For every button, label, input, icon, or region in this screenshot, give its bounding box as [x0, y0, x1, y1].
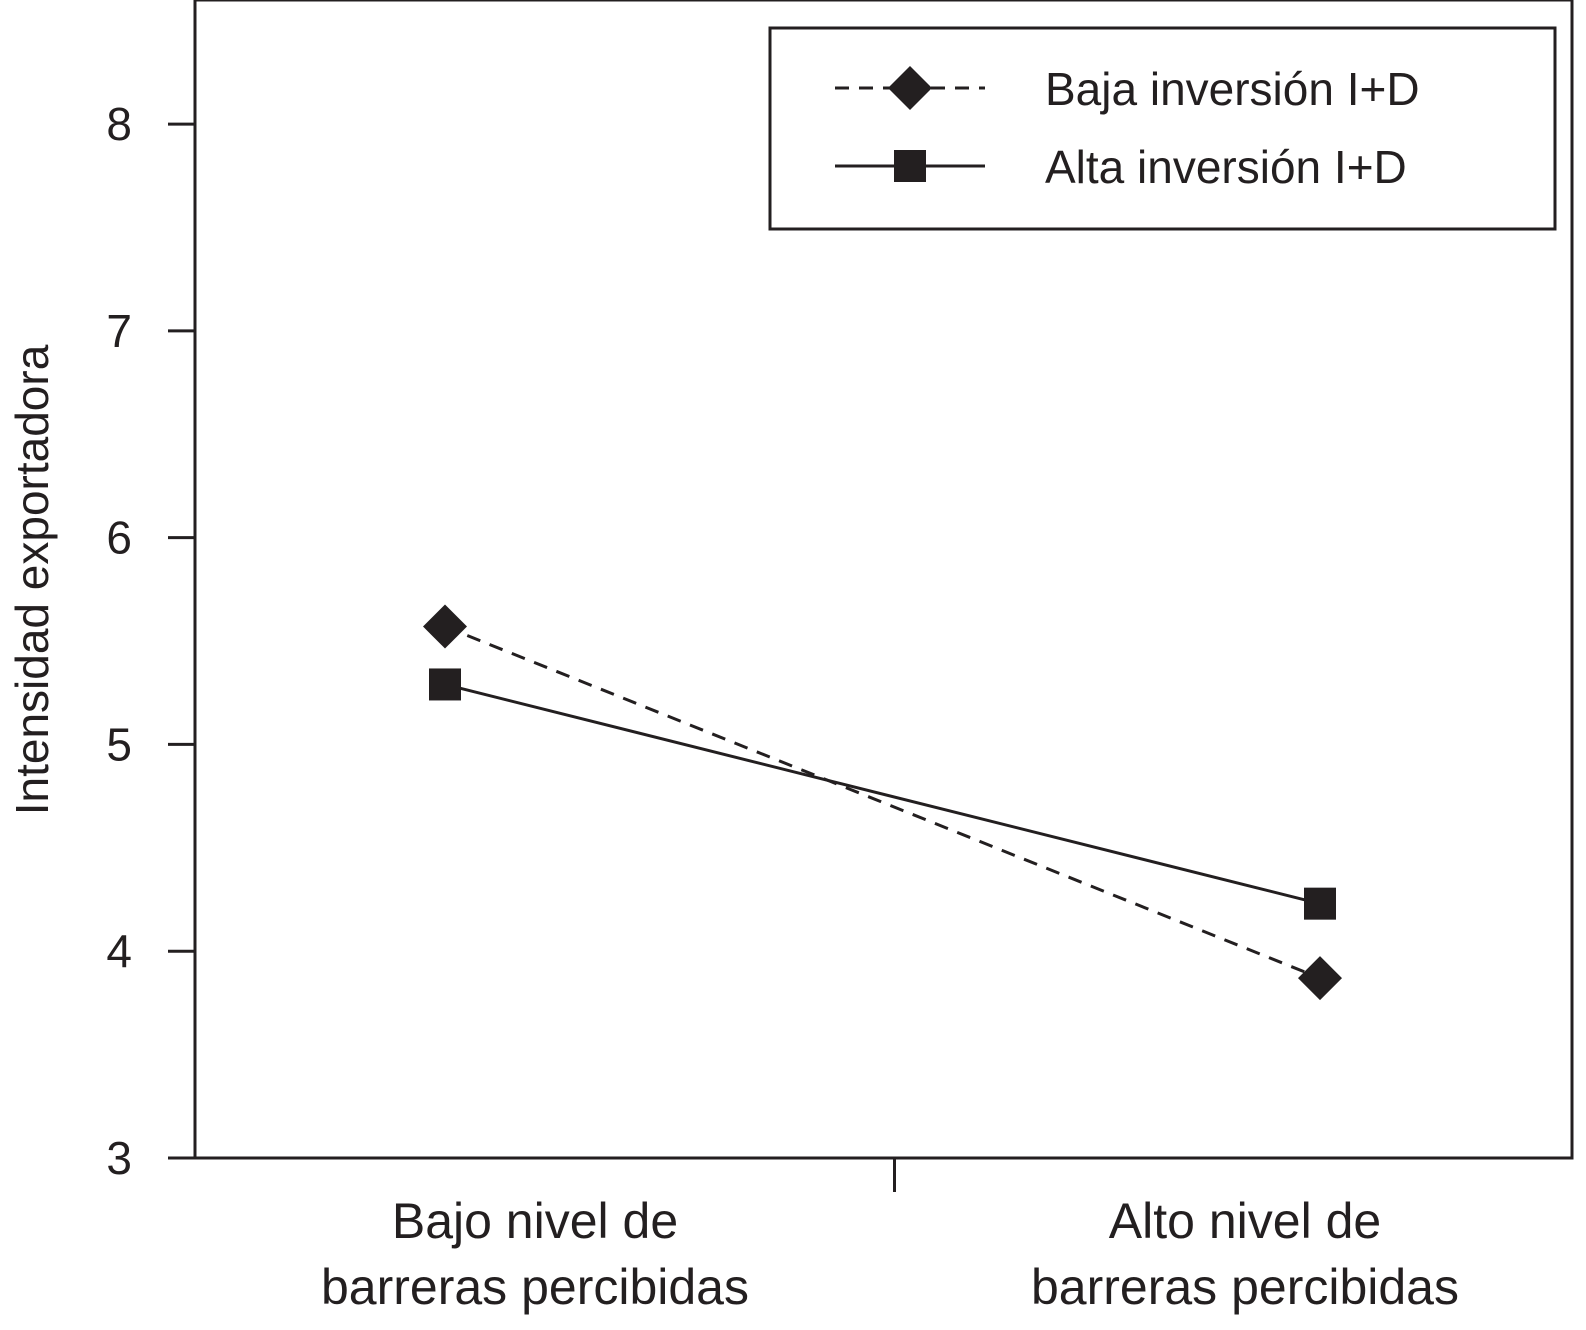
x-tick-label: Alto nivel de: [1109, 1193, 1381, 1249]
legend-label: Alta inversión I+D: [1045, 141, 1407, 193]
legend-box: [768, 26, 1557, 231]
square-marker: [894, 150, 926, 182]
square-marker: [429, 668, 461, 701]
diamond-marker: [888, 66, 932, 110]
square-marker: [1304, 887, 1336, 920]
x-tick-label: barreras percibidas: [1031, 1259, 1459, 1315]
y-tick-label: 7: [106, 305, 132, 357]
y-tick-label: 3: [106, 1132, 132, 1184]
legend-label: Baja inversión I+D: [1045, 63, 1420, 115]
y-axis-label: Intensidad exportadora: [6, 344, 58, 815]
y-tick-label: 8: [106, 98, 132, 150]
y-axis: 3 4 5 6 7 8: [106, 98, 195, 1184]
y-tick-label: 5: [106, 718, 132, 770]
x-tick-label: barreras percibidas: [321, 1259, 749, 1315]
series-line: [444, 683, 1321, 906]
diamond-marker: [1298, 956, 1342, 1001]
series-layer: [423, 604, 1342, 1001]
x-axis: Bajo nivel de barreras percibidas Alto niv…: [321, 1158, 1459, 1315]
series-line: [444, 625, 1321, 980]
plot-frame: [193, 0, 1574, 1160]
x-tick-label: Bajo nivel de: [392, 1193, 678, 1249]
legend: Baja inversión I+D Alta inversión I+D: [768, 26, 1557, 231]
y-tick-label: 4: [106, 925, 132, 977]
diamond-marker: [423, 604, 467, 649]
y-tick-label: 6: [106, 512, 132, 564]
